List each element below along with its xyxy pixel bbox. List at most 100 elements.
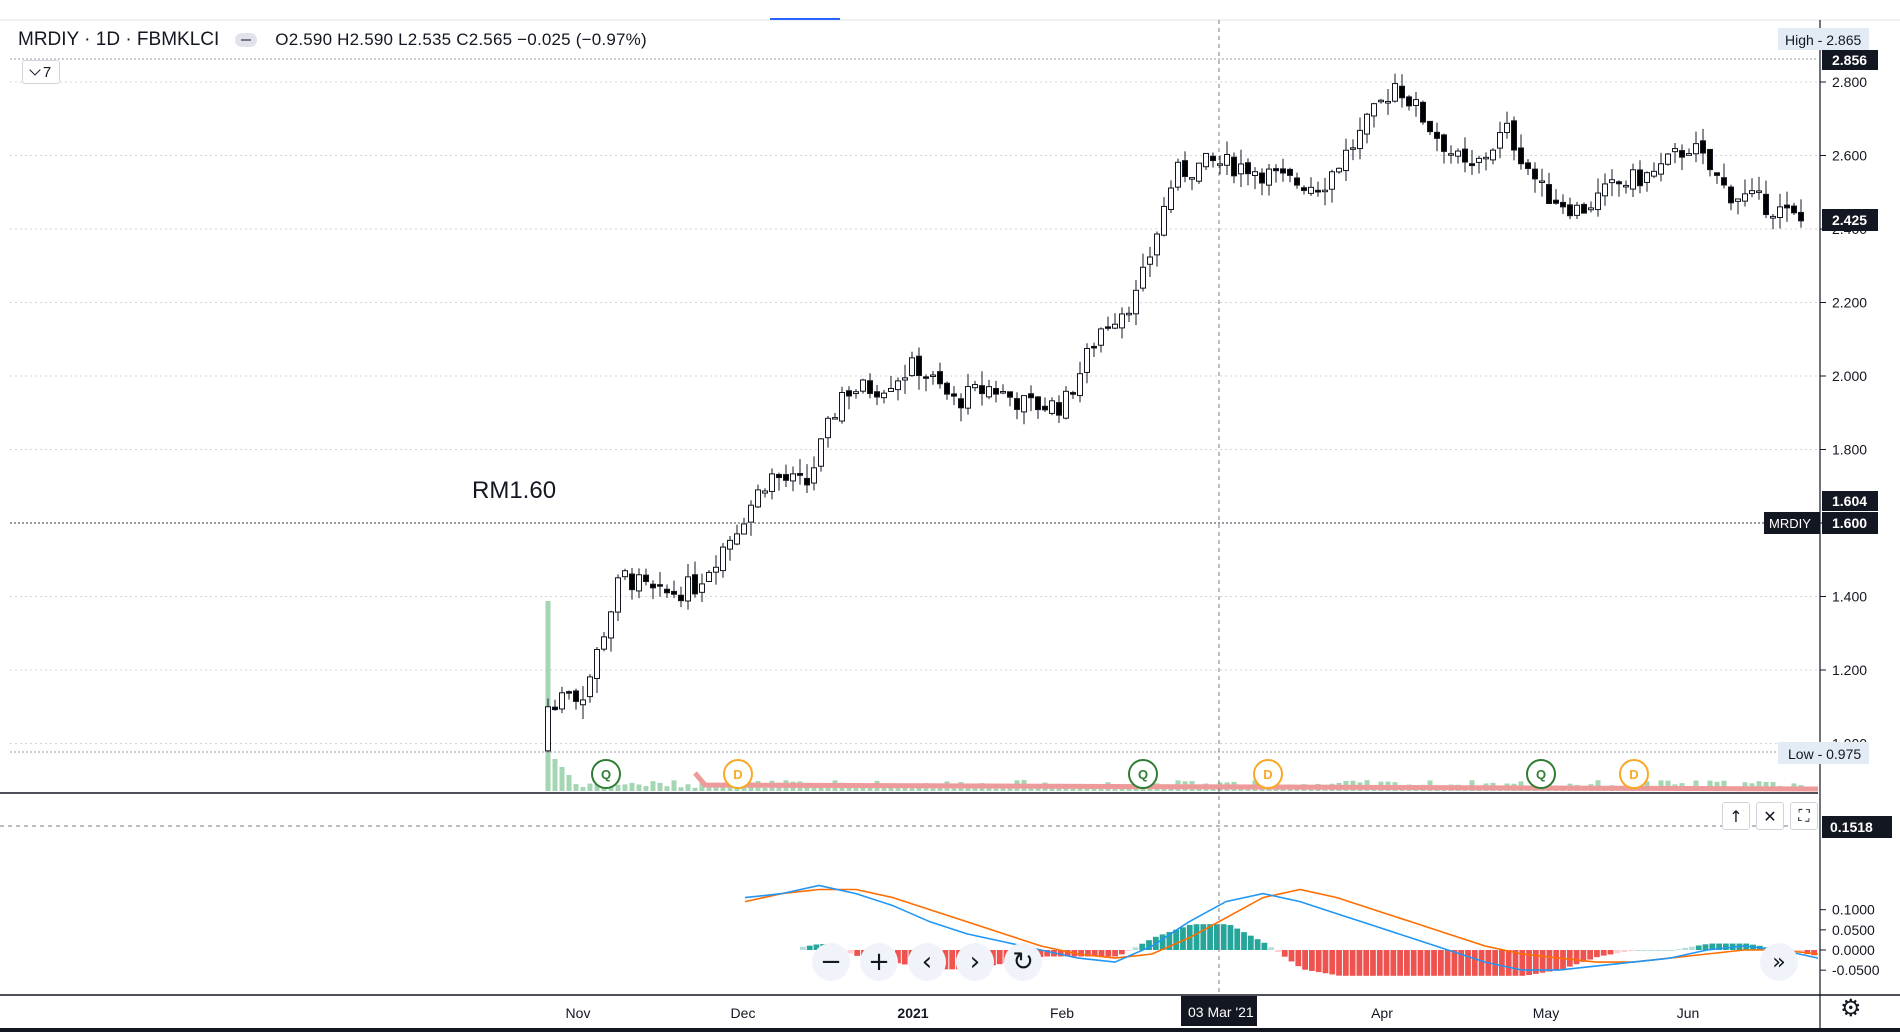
price-tick-label: 2.200 [1832, 295, 1867, 311]
move-pane-up-button[interactable]: ↑ [1722, 802, 1750, 830]
volume-bar [1028, 787, 1034, 791]
candle-body [1455, 150, 1461, 157]
volume-bar [993, 786, 999, 791]
candle-body [1644, 172, 1650, 183]
reset-chart-button[interactable]: ↻ [1004, 943, 1042, 981]
candle-body [1273, 168, 1279, 172]
histogram-bar [1716, 943, 1722, 950]
annotation-text[interactable]: RM1.60 [472, 477, 556, 504]
earnings-marker[interactable]: Q [1526, 759, 1556, 789]
candle-body [825, 417, 831, 439]
histogram-bar [1621, 950, 1627, 953]
volume-bar [1168, 787, 1174, 791]
maximize-pane-button[interactable]: ⛶ [1790, 802, 1818, 830]
candle-body [1007, 391, 1013, 398]
candle-body [1539, 180, 1545, 183]
candle-body [1231, 156, 1237, 177]
macd-line [744, 884, 1819, 971]
histogram-bar [1085, 950, 1091, 957]
scroll-left-button[interactable]: ‹ [908, 943, 946, 981]
dividend-marker[interactable]: D [723, 759, 753, 789]
earnings-marker[interactable]: Q [1128, 759, 1158, 789]
volume-bar [559, 767, 565, 791]
volume-bar [1133, 787, 1139, 791]
candle-body [559, 692, 565, 710]
candle-body [839, 392, 845, 422]
histogram-bar [1627, 950, 1634, 951]
scroll-right-button[interactable]: › [956, 943, 994, 981]
candle-body [545, 706, 551, 752]
zoom-in-button[interactable]: + [860, 943, 898, 981]
volume-bar [1707, 780, 1713, 791]
candle-body [832, 417, 838, 420]
histogram-bar [1220, 924, 1227, 950]
candle-body [629, 573, 635, 591]
histogram-bar [1682, 947, 1689, 950]
candle-body [1308, 186, 1314, 194]
zoom-toolbar: − + ‹ › ↻ [812, 943, 1042, 981]
candle-body [1770, 215, 1776, 219]
volume-bar [685, 784, 691, 791]
legend-more-button[interactable] [235, 33, 258, 47]
histogram-bar [1112, 950, 1118, 957]
indicators-collapse-button[interactable]: 7 [22, 60, 60, 84]
macd-axis[interactable]: 0.1000 0.0500 0.0000 -0.0500 [1820, 902, 1880, 978]
reset-icon: ↻ [1012, 947, 1034, 977]
volume-bar [629, 782, 635, 791]
low-label: Low - 0.975 [1788, 746, 1861, 762]
volume-bar [580, 787, 586, 791]
dividend-marker[interactable]: D [1253, 759, 1283, 789]
histogram-bar [1471, 950, 1478, 976]
histogram-bar [1661, 950, 1668, 951]
candle-body [1301, 187, 1307, 191]
histogram-bar [1702, 944, 1709, 950]
legend-header[interactable]: MRDIY · 1D · FBMKLCI O2.590 H2.590 L2.53… [18, 26, 647, 54]
go-to-realtime-button[interactable]: » [1760, 943, 1798, 981]
candle-body [1616, 181, 1622, 185]
price-grid [10, 81, 1818, 744]
candle-body [1252, 171, 1258, 177]
price-axis[interactable]: 2.8002.6002.4002.2002.0001.8001.6001.400… [1820, 74, 1867, 752]
candle-body [867, 380, 873, 394]
zoom-out-button[interactable]: − [812, 943, 850, 981]
time-axis[interactable]: Nov Dec 2021 Feb Apr May Jun [566, 1005, 1700, 1021]
minus-icon: − [820, 947, 842, 977]
candle-body [692, 574, 698, 595]
histogram-bar [1600, 950, 1607, 956]
candle-body [1560, 201, 1566, 208]
histogram-bar [800, 946, 806, 950]
candle-body [762, 490, 768, 494]
high-value: 2.856 [1832, 52, 1867, 68]
histogram-bar [1383, 950, 1390, 976]
candle-body [1133, 289, 1139, 315]
time-tick-label: Nov [566, 1005, 591, 1021]
histogram-bar [1125, 950, 1132, 951]
candle-body [1476, 157, 1482, 163]
candle-body [1217, 163, 1223, 166]
candle-body [1462, 148, 1468, 163]
dividend-marker[interactable]: D [1619, 759, 1649, 789]
candle-body [587, 676, 593, 698]
histogram-bar [1275, 950, 1281, 952]
candle-body [1791, 205, 1797, 214]
symbol-label[interactable]: MRDIY · 1D · FBMKLCI [18, 29, 220, 50]
earnings-marker[interactable]: Q [591, 759, 621, 789]
histogram-bar [1655, 950, 1661, 951]
volume-bar [699, 781, 705, 791]
histogram-bar [1180, 927, 1186, 950]
candle-body [1420, 101, 1426, 123]
svg-text:Q: Q [1138, 767, 1148, 782]
histogram-bar [1315, 950, 1322, 973]
last-price-value: 2.425 [1832, 212, 1867, 228]
histogram-bar [1241, 932, 1247, 950]
histogram-bar [1532, 950, 1539, 974]
histogram-bar [1444, 950, 1451, 976]
close-pane-button[interactable]: ✕ [1756, 802, 1784, 830]
chevron-down-icon [29, 64, 41, 76]
candle-body [1714, 172, 1720, 176]
candle-body [1140, 266, 1146, 289]
settings-gear-button[interactable]: ⚙ [1840, 994, 1862, 1022]
chevron-right-icon: › [969, 947, 981, 977]
